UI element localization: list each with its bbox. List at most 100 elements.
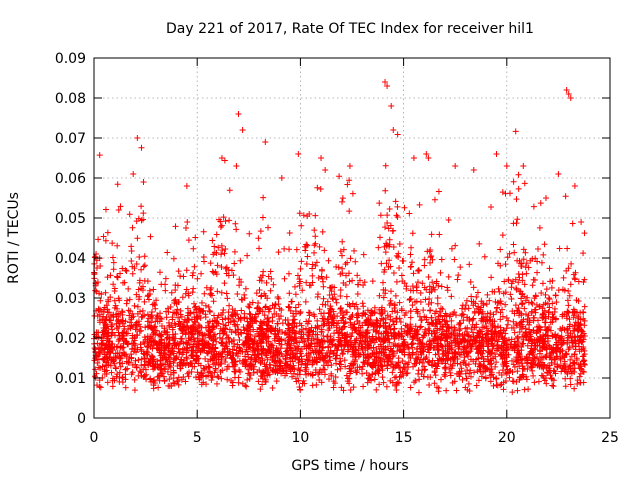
- data-point: [256, 287, 263, 294]
- data-point: [233, 163, 240, 169]
- data-point: [506, 250, 513, 257]
- data-point: [395, 253, 402, 260]
- data-point: [559, 341, 566, 348]
- data-point: [438, 256, 445, 263]
- data-point: [427, 259, 434, 266]
- data-point: [318, 273, 325, 280]
- y-tick-label: 0.05: [55, 211, 86, 227]
- data-point: [109, 254, 116, 261]
- data-point: [510, 178, 517, 185]
- data-point: [119, 345, 126, 352]
- x-tick-label: 5: [193, 430, 202, 446]
- data-point: [484, 353, 491, 360]
- data-point: [104, 274, 111, 281]
- x-tick-label: 10: [291, 430, 309, 446]
- data-point: [220, 321, 227, 328]
- data-point: [462, 370, 469, 377]
- data-point: [465, 380, 472, 387]
- data-point: [139, 307, 146, 314]
- data-point: [514, 368, 521, 375]
- data-point: [334, 313, 341, 320]
- data-point: [349, 300, 356, 307]
- data-point: [298, 258, 305, 265]
- data-point: [492, 363, 499, 370]
- data-point: [110, 266, 117, 273]
- data-point: [553, 299, 560, 306]
- data-point: [237, 257, 244, 264]
- y-tick-label: 0.07: [55, 131, 86, 147]
- data-point: [235, 111, 242, 117]
- data-point: [490, 382, 497, 389]
- data-point: [155, 373, 162, 380]
- data-point: [473, 382, 480, 389]
- data-point: [463, 297, 470, 304]
- data-point: [414, 279, 421, 286]
- data-point: [484, 291, 491, 298]
- data-point: [220, 306, 227, 313]
- data-point: [209, 268, 216, 275]
- data-point: [293, 246, 300, 253]
- data-point: [174, 282, 181, 289]
- data-point: [215, 374, 222, 381]
- data-point: [421, 256, 428, 263]
- data-point: [393, 316, 400, 323]
- data-point: [500, 386, 507, 393]
- data-point: [478, 373, 485, 380]
- data-point: [136, 279, 143, 286]
- data-point: [382, 224, 389, 231]
- chart-title: Day 221 of 2017, Rate Of TEC Index for r…: [166, 21, 534, 37]
- data-point: [436, 308, 443, 315]
- data-point: [134, 235, 141, 242]
- y-tick-label: 0.02: [55, 331, 86, 347]
- data-point: [546, 265, 553, 272]
- data-point: [330, 384, 337, 391]
- data-point: [417, 323, 424, 330]
- data-point: [222, 246, 229, 253]
- data-point: [331, 291, 338, 298]
- data-point: [536, 224, 543, 231]
- data-point: [460, 311, 467, 318]
- data-point: [128, 247, 135, 254]
- data-point: [252, 333, 259, 340]
- data-point: [205, 303, 212, 310]
- data-point: [349, 190, 356, 197]
- data-point: [394, 131, 401, 138]
- data-point: [343, 293, 350, 300]
- data-point: [342, 261, 349, 268]
- data-point: [122, 384, 129, 391]
- data-point: [140, 216, 147, 223]
- data-point: [109, 383, 116, 390]
- data-point: [538, 259, 545, 266]
- y-tick-label: 0.06: [55, 171, 86, 187]
- data-point: [388, 103, 395, 109]
- data-point: [404, 370, 411, 377]
- data-point: [315, 274, 322, 281]
- data-point: [352, 258, 359, 265]
- data-point: [134, 332, 141, 339]
- data-point: [234, 291, 241, 298]
- data-point: [235, 379, 242, 386]
- data-point: [400, 258, 407, 265]
- data-point: [116, 359, 123, 366]
- data-point: [441, 364, 448, 371]
- data-point: [312, 233, 319, 240]
- data-point: [164, 249, 171, 256]
- data-point: [214, 288, 221, 295]
- data-point: [218, 263, 225, 270]
- data-point: [556, 245, 563, 252]
- data-point: [337, 287, 344, 294]
- data-point: [407, 384, 414, 391]
- data-point: [488, 274, 495, 281]
- data-point: [130, 171, 137, 177]
- data-point: [281, 275, 288, 282]
- data-point: [338, 342, 345, 349]
- data-point: [378, 260, 385, 267]
- data-point: [381, 352, 388, 359]
- data-point: [133, 261, 140, 268]
- data-point: [548, 359, 555, 366]
- data-point: [192, 234, 199, 241]
- data-point: [396, 299, 403, 306]
- data-point: [437, 269, 444, 276]
- data-point: [392, 198, 399, 205]
- data-point: [511, 249, 518, 256]
